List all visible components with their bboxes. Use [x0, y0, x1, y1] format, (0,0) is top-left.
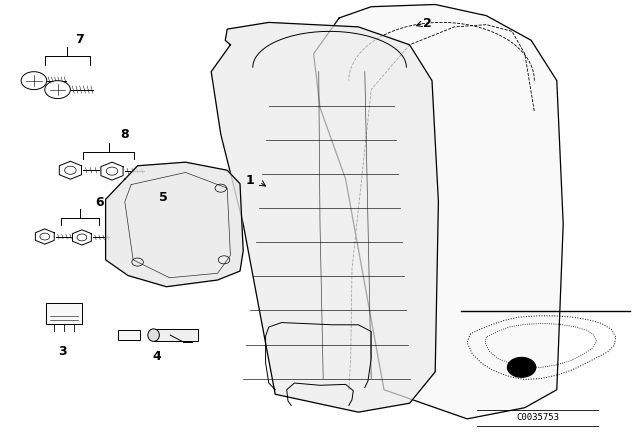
Polygon shape: [35, 229, 54, 244]
Polygon shape: [101, 162, 123, 180]
Polygon shape: [72, 230, 92, 245]
Bar: [47, 303, 82, 324]
Polygon shape: [60, 161, 81, 179]
Text: 8: 8: [120, 128, 129, 141]
Bar: [154, 329, 198, 341]
Polygon shape: [211, 22, 438, 412]
Text: 3: 3: [58, 345, 67, 358]
Circle shape: [45, 81, 70, 99]
Polygon shape: [106, 162, 243, 287]
Bar: [118, 330, 140, 340]
Text: 7: 7: [76, 33, 84, 46]
Text: C0035753: C0035753: [516, 414, 559, 422]
Text: 1: 1: [245, 173, 254, 187]
Text: 2: 2: [423, 17, 432, 30]
Text: 5: 5: [159, 190, 168, 204]
Polygon shape: [314, 4, 563, 419]
Circle shape: [508, 358, 536, 377]
Circle shape: [21, 72, 47, 90]
Ellipse shape: [148, 329, 159, 341]
Text: 4: 4: [152, 349, 161, 363]
Text: 6: 6: [95, 196, 104, 209]
